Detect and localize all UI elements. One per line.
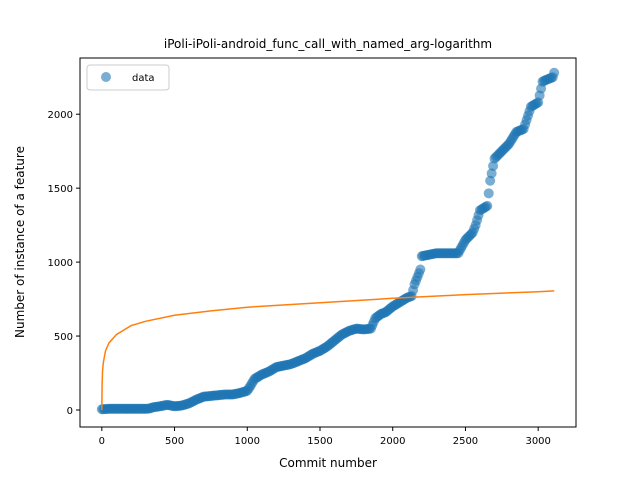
legend-label-data: data [132,73,155,84]
y-tick-label: 0 [67,406,73,417]
x-tick-label: 500 [165,436,184,447]
y-tick-label: 2000 [48,110,73,121]
x-axis: 0 500 1000 1500 2000 2500 3000 [99,427,551,447]
data-point [485,175,496,186]
plot-frame [79,57,577,428]
chart-title: iPoli-iPoli-android_func_call_with_named… [164,37,492,51]
legend: data [86,64,170,91]
data-point [483,188,494,199]
x-axis-label: Commit number [279,456,377,470]
y-axis-label: Number of instance of a feature [13,146,27,338]
x-tick-label: 2000 [380,436,405,447]
data-point [415,264,426,275]
x-tick-label: 2500 [453,436,478,447]
y-tick-label: 500 [54,332,73,343]
legend-box [86,64,170,91]
x-tick-label: 1000 [235,436,260,447]
y-axis: 0 500 1000 1500 2000 [48,110,80,417]
x-tick-label: 3000 [525,436,550,447]
x-tick-label: 0 [99,436,105,447]
y-tick-label: 1500 [48,184,73,195]
y-tick-label: 1000 [48,258,73,269]
data-point [486,168,497,179]
data-point [482,200,493,211]
x-tick-label: 1500 [307,436,332,447]
legend-marker-data [101,72,111,82]
data-point [488,160,499,171]
plot-marks [96,67,560,415]
fit-line [101,290,555,411]
fit-curve-layer [101,290,555,411]
data-point [549,67,560,78]
